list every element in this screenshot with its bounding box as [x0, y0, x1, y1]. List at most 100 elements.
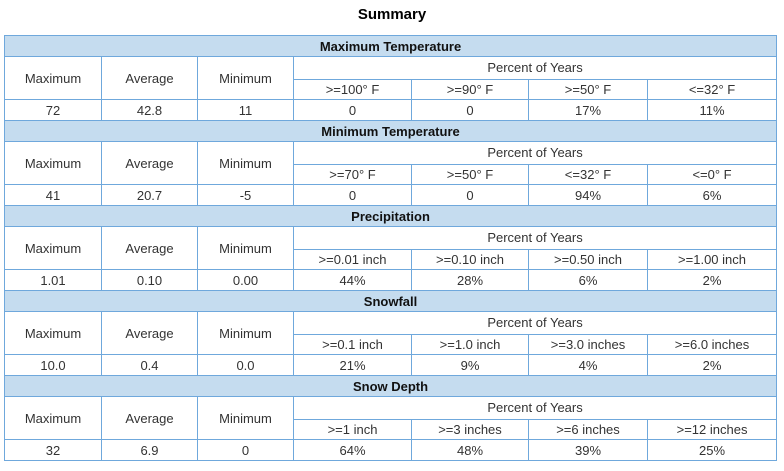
percent-of-years-header: Percent of Years — [292, 141, 778, 165]
percent-value: 0 — [411, 184, 529, 206]
percent-value: 0 — [411, 99, 529, 121]
section-title: Precipitation — [3, 205, 778, 227]
threshold-label: >=12 inches — [646, 418, 778, 441]
threshold-label: >=3 inches — [411, 418, 529, 441]
threshold-label: >=1.0 inch — [411, 333, 529, 356]
average-value: 0.10 — [101, 269, 198, 291]
average-value: 0.4 — [101, 354, 198, 376]
percent-value: 39% — [528, 439, 648, 461]
average-header: Average — [101, 311, 198, 355]
header-row: Maximum Average Minimum Percent of Years — [4, 141, 778, 185]
average-value: 20.7 — [101, 184, 198, 206]
maximum-header: Maximum — [4, 141, 102, 185]
threshold-label: >=70° F — [293, 163, 412, 186]
percent-of-years-header: Percent of Years — [292, 396, 778, 420]
header-row: Maximum Average Minimum Percent of Years — [4, 56, 778, 100]
percent-of-years-header: Percent of Years — [292, 311, 778, 335]
average-header: Average — [101, 56, 198, 100]
maximum-header: Maximum — [4, 396, 102, 440]
percent-value: 48% — [411, 439, 529, 461]
threshold-label: >=100° F — [293, 78, 412, 101]
header-row: Maximum Average Minimum Percent of Years — [4, 226, 778, 270]
threshold-label: >=50° F — [411, 163, 529, 186]
maximum-value: 1.01 — [4, 269, 102, 291]
percent-value: 11% — [646, 99, 778, 121]
percent-value: 44% — [293, 269, 412, 291]
section-header-snowfall: Snowfall — [3, 290, 778, 312]
maximum-value: 32 — [4, 439, 102, 461]
threshold-label: <=32° F — [646, 78, 778, 101]
percent-value: 21% — [293, 354, 412, 376]
minimum-value: 0.00 — [197, 269, 294, 291]
minimum-value: 0 — [197, 439, 294, 461]
section-title: Snowfall — [3, 290, 778, 312]
threshold-label: >=0.1 inch — [293, 333, 412, 356]
minimum-header: Minimum — [197, 141, 294, 185]
section-header-max-temp: Maximum Temperature — [3, 35, 778, 57]
values-row: 32 6.9 0 64% 48% 39% 25% — [4, 439, 778, 461]
threshold-row: >=1 inch >=3 inches >=6 inches >=12 inch… — [5, 418, 778, 441]
percent-value: 17% — [528, 99, 648, 121]
threshold-label: >=50° F — [528, 78, 648, 101]
threshold-label: >=6 inches — [528, 418, 648, 441]
minimum-header: Minimum — [197, 56, 294, 100]
page-title: Summary — [357, 6, 427, 23]
average-header: Average — [101, 226, 198, 270]
percent-value: 2% — [646, 269, 778, 291]
minimum-header: Minimum — [197, 311, 294, 355]
values-row: 41 20.7 -5 0 0 94% 6% — [4, 184, 778, 206]
threshold-row: >=100° F >=90° F >=50° F <=32° F — [5, 78, 778, 101]
header-row: Maximum Average Minimum Percent of Years — [4, 311, 778, 355]
values-row: 1.01 0.10 0.00 44% 28% 6% 2% — [4, 269, 778, 291]
threshold-label: >=0.01 inch — [293, 248, 412, 271]
percent-value: 4% — [528, 354, 648, 376]
average-value: 6.9 — [101, 439, 198, 461]
percent-value: 94% — [528, 184, 648, 206]
threshold-label: >=90° F — [411, 78, 529, 101]
average-header: Average — [101, 396, 198, 440]
section-header-snow-depth: Snow Depth — [3, 375, 778, 397]
threshold-label: >=0.10 inch — [411, 248, 529, 271]
percent-value: 0 — [293, 184, 412, 206]
maximum-value: 10.0 — [4, 354, 102, 376]
percent-value: 25% — [646, 439, 778, 461]
section-title: Minimum Temperature — [3, 120, 778, 142]
threshold-label: <=32° F — [528, 163, 648, 186]
minimum-value: 11 — [197, 99, 294, 121]
minimum-value: 0.0 — [197, 354, 294, 376]
section-header-precipitation: Precipitation — [3, 205, 778, 227]
header-row: Maximum Average Minimum Percent of Years — [4, 396, 778, 440]
threshold-row: >=70° F >=50° F <=32° F <=0° F — [5, 163, 778, 186]
percent-value: 6% — [646, 184, 778, 206]
threshold-row: >=0.01 inch >=0.10 inch >=0.50 inch >=1.… — [5, 248, 778, 271]
percent-value: 0 — [293, 99, 412, 121]
threshold-label: >=6.0 inches — [646, 333, 778, 356]
threshold-label: <=0° F — [646, 163, 778, 186]
maximum-header: Maximum — [4, 226, 102, 270]
percent-value: 6% — [528, 269, 648, 291]
percent-value: 2% — [646, 354, 778, 376]
minimum-value: -5 — [197, 184, 294, 206]
maximum-header: Maximum — [4, 56, 102, 100]
values-row: 72 42.8 11 0 0 17% 11% — [4, 99, 778, 121]
values-row: 10.0 0.4 0.0 21% 9% 4% 2% — [4, 354, 778, 376]
maximum-value: 41 — [4, 184, 102, 206]
minimum-header: Minimum — [197, 226, 294, 270]
percent-value: 28% — [411, 269, 529, 291]
summary-table: Maximum Temperature Maximum Average Mini… — [3, 35, 778, 461]
summary-table-container: Maximum Temperature Maximum Average Mini… — [3, 35, 778, 461]
minimum-header: Minimum — [197, 396, 294, 440]
percent-of-years-header: Percent of Years — [292, 226, 778, 250]
threshold-row: >=0.1 inch >=1.0 inch >=3.0 inches >=6.0… — [5, 333, 778, 356]
threshold-label: >=3.0 inches — [528, 333, 648, 356]
average-value: 42.8 — [101, 99, 198, 121]
section-title: Snow Depth — [3, 375, 778, 397]
maximum-value: 72 — [4, 99, 102, 121]
percent-of-years-header: Percent of Years — [292, 56, 778, 80]
section-title: Maximum Temperature — [3, 35, 778, 57]
maximum-header: Maximum — [4, 311, 102, 355]
percent-value: 9% — [411, 354, 529, 376]
threshold-label: >=1.00 inch — [646, 248, 778, 271]
section-header-min-temp: Minimum Temperature — [3, 120, 778, 142]
average-header: Average — [101, 141, 198, 185]
